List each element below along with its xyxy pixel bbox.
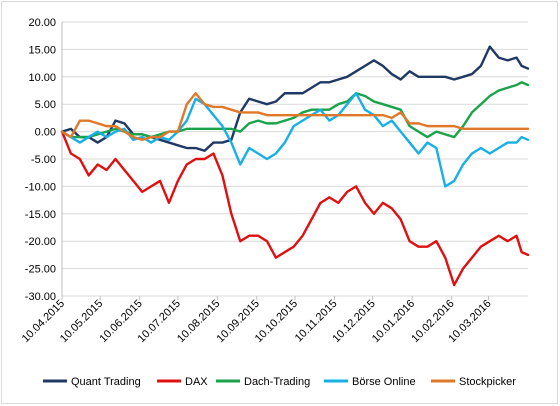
series-line-4 — [60, 92, 530, 142]
y-tick-label: 5.00 — [35, 99, 56, 111]
y-tick-label: 0.00 — [35, 127, 56, 139]
y-tick-label: -15.00 — [25, 209, 56, 221]
series-line-1 — [60, 130, 530, 287]
y-tick-label: -25.00 — [25, 264, 56, 276]
y-tick-label: 20.00 — [28, 17, 56, 29]
series-line-3 — [60, 92, 530, 188]
legend-label: Börse Online — [352, 376, 416, 388]
legend-label: Dach-Trading — [244, 376, 310, 388]
y-tick-label: 10.00 — [28, 72, 56, 84]
legend-label: Stockpicker — [459, 376, 516, 388]
y-tick-label: -30.00 — [25, 291, 56, 303]
y-tick-label: 15.00 — [28, 44, 56, 56]
y-tick-label: -10.00 — [25, 181, 56, 193]
legend-label: Quant Trading — [71, 376, 141, 388]
legend-label: DAX — [185, 376, 208, 388]
series-line-2 — [60, 81, 530, 139]
y-tick-label: -20.00 — [25, 236, 56, 248]
y-tick-label: -5.00 — [31, 154, 56, 166]
